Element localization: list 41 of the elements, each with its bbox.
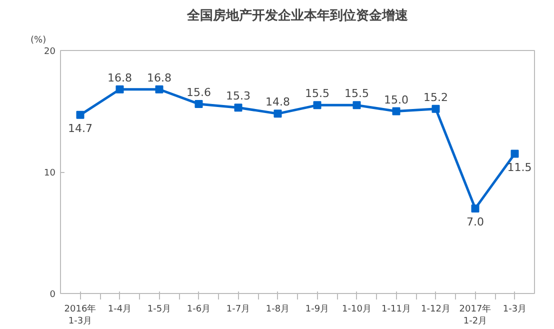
y-axis-title: (%) <box>30 36 46 46</box>
point <box>392 107 400 116</box>
y-tick-label: 20 <box>44 47 56 57</box>
data-label: 16.8 <box>147 71 172 84</box>
chart-title: 全国房地产开发企业本年到位资金增速 <box>186 8 409 24</box>
data-label: 15.6 <box>186 86 212 99</box>
point <box>313 101 322 110</box>
data-label: 11.5 <box>507 160 532 174</box>
x-tick-label: 2016年 1-3月 <box>64 304 96 326</box>
point <box>76 110 84 119</box>
point <box>194 100 203 108</box>
x-tick-label: 1-8月 <box>266 304 290 314</box>
point <box>274 110 282 118</box>
data-label: 15.5 <box>305 87 330 100</box>
data-label: 16.8 <box>108 71 132 84</box>
y-tick-label: 10 <box>44 168 56 178</box>
x-tick-label: 2017年 1-2月 <box>459 304 492 326</box>
x-tick-label: 1-7月 <box>226 304 250 314</box>
x-tick-label: 1-11月 <box>382 304 411 314</box>
point <box>432 104 440 113</box>
x-tick-label: 1-10月 <box>342 304 372 314</box>
x-tick-label: 1-3月 <box>502 304 527 314</box>
x-tick-label: 1-4月 <box>108 304 132 314</box>
data-label: 14.8 <box>266 96 290 109</box>
data-label: 14.7 <box>68 122 93 135</box>
y-tick-label: 0 <box>50 290 56 300</box>
point <box>510 150 519 158</box>
point <box>352 101 361 110</box>
x-tick-label: 1-6月 <box>186 304 211 314</box>
x-tick-label: 1-9月 <box>305 304 330 314</box>
point <box>155 85 164 94</box>
point <box>471 204 480 212</box>
data-label: 15.3 <box>226 90 251 103</box>
data-label: 15.2 <box>424 90 448 104</box>
data-label: 15.0 <box>384 93 409 106</box>
point <box>234 104 242 112</box>
data-label: 7.0 <box>466 215 484 228</box>
x-tick-label: 1-12月 <box>421 304 450 314</box>
point <box>116 85 124 94</box>
x-tick-label: 1-5月 <box>147 304 172 314</box>
data-label: 15.5 <box>344 87 370 100</box>
